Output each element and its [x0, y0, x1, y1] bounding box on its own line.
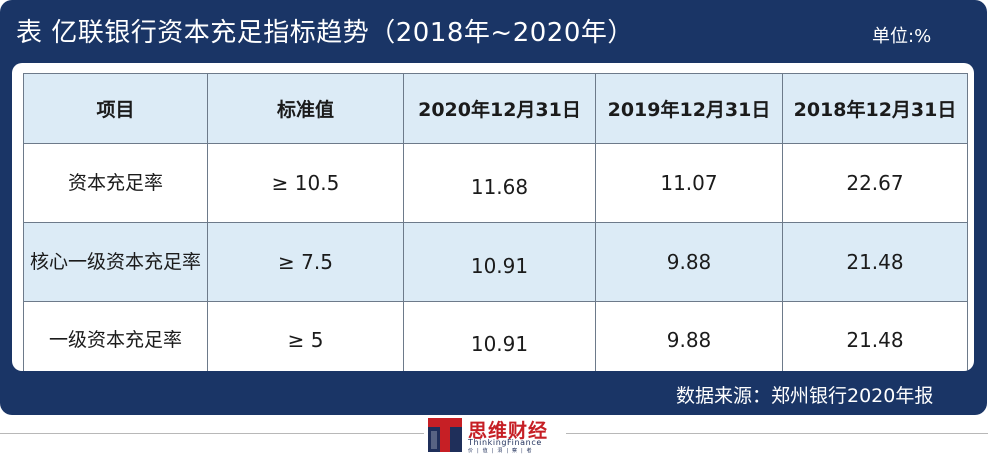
footer-divider-right [566, 433, 988, 434]
table-header-row: 项目 标准值 2020年12月31日 2019年12月31日 2018年12月3… [23, 73, 968, 144]
row-value-2018: 21.48 [782, 301, 968, 371]
table-row: 一级资本充足率 ≥ 5 10.91 9.88 21.48 [23, 301, 968, 371]
row-value-2018: 22.67 [782, 143, 968, 223]
table-row: 资本充足率 ≥ 10.5 11.68 11.07 22.67 [23, 143, 968, 223]
column-header-2019: 2019年12月31日 [595, 73, 783, 144]
table-title: 表 亿联银行资本充足指标趋势（2018年~2020年） [16, 18, 634, 48]
column-header-2018: 2018年12月31日 [782, 73, 968, 144]
column-header-item: 项目 [23, 73, 208, 144]
table-panel: 表 亿联银行资本充足指标趋势（2018年~2020年） 单位:% 项目 标准值 … [0, 0, 987, 415]
row-standard-value: ≥ 7.5 [207, 222, 404, 302]
unit-label: 单位:% [872, 26, 932, 47]
column-header-standard: 标准值 [207, 73, 404, 144]
capital-adequacy-table: 项目 标准值 2020年12月31日 2019年12月31日 2018年12月3… [23, 73, 968, 371]
row-item-name: 一级资本充足率 [23, 301, 208, 371]
row-value-2020: 10.91 [403, 222, 596, 302]
footer-divider-left [0, 433, 424, 434]
row-value-2019: 9.88 [595, 222, 783, 302]
data-source-note: 数据来源：郑州银行2020年报 [676, 385, 934, 407]
table-container: 项目 标准值 2020年12月31日 2019年12月31日 2018年12月3… [12, 63, 974, 371]
logo-name-cn: 思维财经 [468, 420, 549, 442]
row-item-name: 资本充足率 [23, 143, 208, 223]
logo-name-en: ThinkingFinance [468, 438, 542, 447]
row-value-2019: 11.07 [595, 143, 783, 223]
row-value-2019: 9.88 [595, 301, 783, 371]
table-row: 核心一级资本充足率 ≥ 7.5 10.91 9.88 21.48 [23, 222, 968, 302]
row-standard-value: ≥ 10.5 [207, 143, 404, 223]
logo-tagline: 价 | 值 | 洞 | 察 | 者 [468, 448, 533, 454]
thinking-finance-logo: 思维财经 ThinkingFinance 价 | 值 | 洞 | 察 | 者 [428, 416, 562, 454]
row-value-2018: 21.48 [782, 222, 968, 302]
row-standard-value: ≥ 5 [207, 301, 404, 371]
row-value-2020: 10.91 [403, 301, 596, 371]
logo-t-icon [428, 418, 462, 452]
column-header-2020: 2020年12月31日 [403, 73, 596, 144]
row-item-name: 核心一级资本充足率 [23, 222, 208, 302]
row-value-2020: 11.68 [403, 143, 596, 223]
